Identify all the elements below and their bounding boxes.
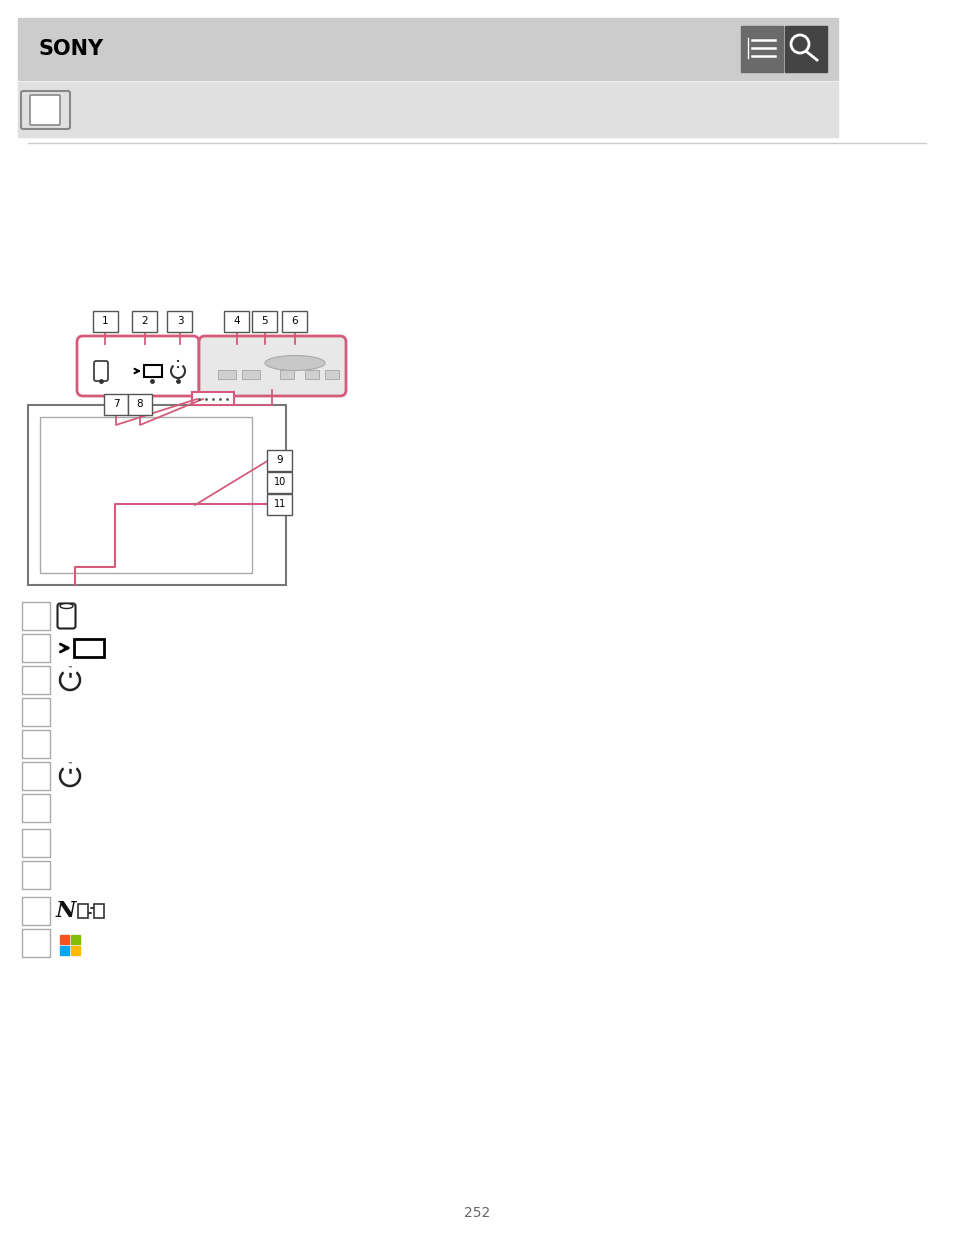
FancyBboxPatch shape [103,394,129,415]
Text: 5: 5 [261,316,268,326]
Bar [144,366,162,377]
Bar [22,730,50,758]
Text: 252: 252 [463,1207,490,1220]
Bar [22,929,50,957]
Bar [71,935,80,944]
Bar [22,698,50,726]
Text: 2: 2 [142,316,148,326]
Bar [280,370,294,379]
Bar [22,601,50,630]
FancyBboxPatch shape [128,394,152,415]
Bar [22,861,50,889]
Bar [242,370,260,379]
FancyBboxPatch shape [30,95,60,125]
Bar [18,82,837,137]
FancyBboxPatch shape [94,361,108,382]
Bar [78,904,88,918]
Text: 11: 11 [274,499,286,509]
FancyBboxPatch shape [253,310,277,331]
FancyBboxPatch shape [168,310,193,331]
Bar [71,946,80,955]
Bar [60,946,69,955]
Ellipse shape [60,604,73,609]
Bar [18,19,837,80]
Bar [305,370,318,379]
Ellipse shape [265,356,325,370]
Text: 7: 7 [112,399,119,409]
Bar [22,762,50,790]
FancyBboxPatch shape [224,310,250,331]
Bar [22,897,50,925]
Bar [22,666,50,694]
Text: 1: 1 [102,316,109,326]
Bar [22,829,50,857]
FancyBboxPatch shape [267,494,293,515]
Text: 9: 9 [276,454,283,466]
FancyBboxPatch shape [282,310,307,331]
Bar [28,405,286,585]
Bar [40,417,252,573]
Text: N: N [56,900,76,923]
FancyBboxPatch shape [21,91,70,128]
Text: 3: 3 [176,316,183,326]
Bar [784,26,826,72]
Bar [740,26,782,72]
Bar [22,634,50,662]
Bar [192,391,233,405]
FancyBboxPatch shape [92,310,117,331]
FancyBboxPatch shape [132,310,157,331]
Text: SONY: SONY [38,40,103,59]
FancyBboxPatch shape [57,604,75,629]
Text: 6: 6 [292,316,298,326]
FancyBboxPatch shape [199,336,346,396]
Text: 8: 8 [136,399,143,409]
Bar [74,638,104,657]
FancyBboxPatch shape [267,450,293,471]
Bar [218,370,235,379]
Text: 4: 4 [233,316,240,326]
FancyBboxPatch shape [267,472,293,493]
Bar [94,904,104,918]
Bar [325,370,338,379]
Bar [22,794,50,823]
Bar [60,935,69,944]
FancyBboxPatch shape [77,336,199,396]
Text: 10: 10 [274,477,286,487]
